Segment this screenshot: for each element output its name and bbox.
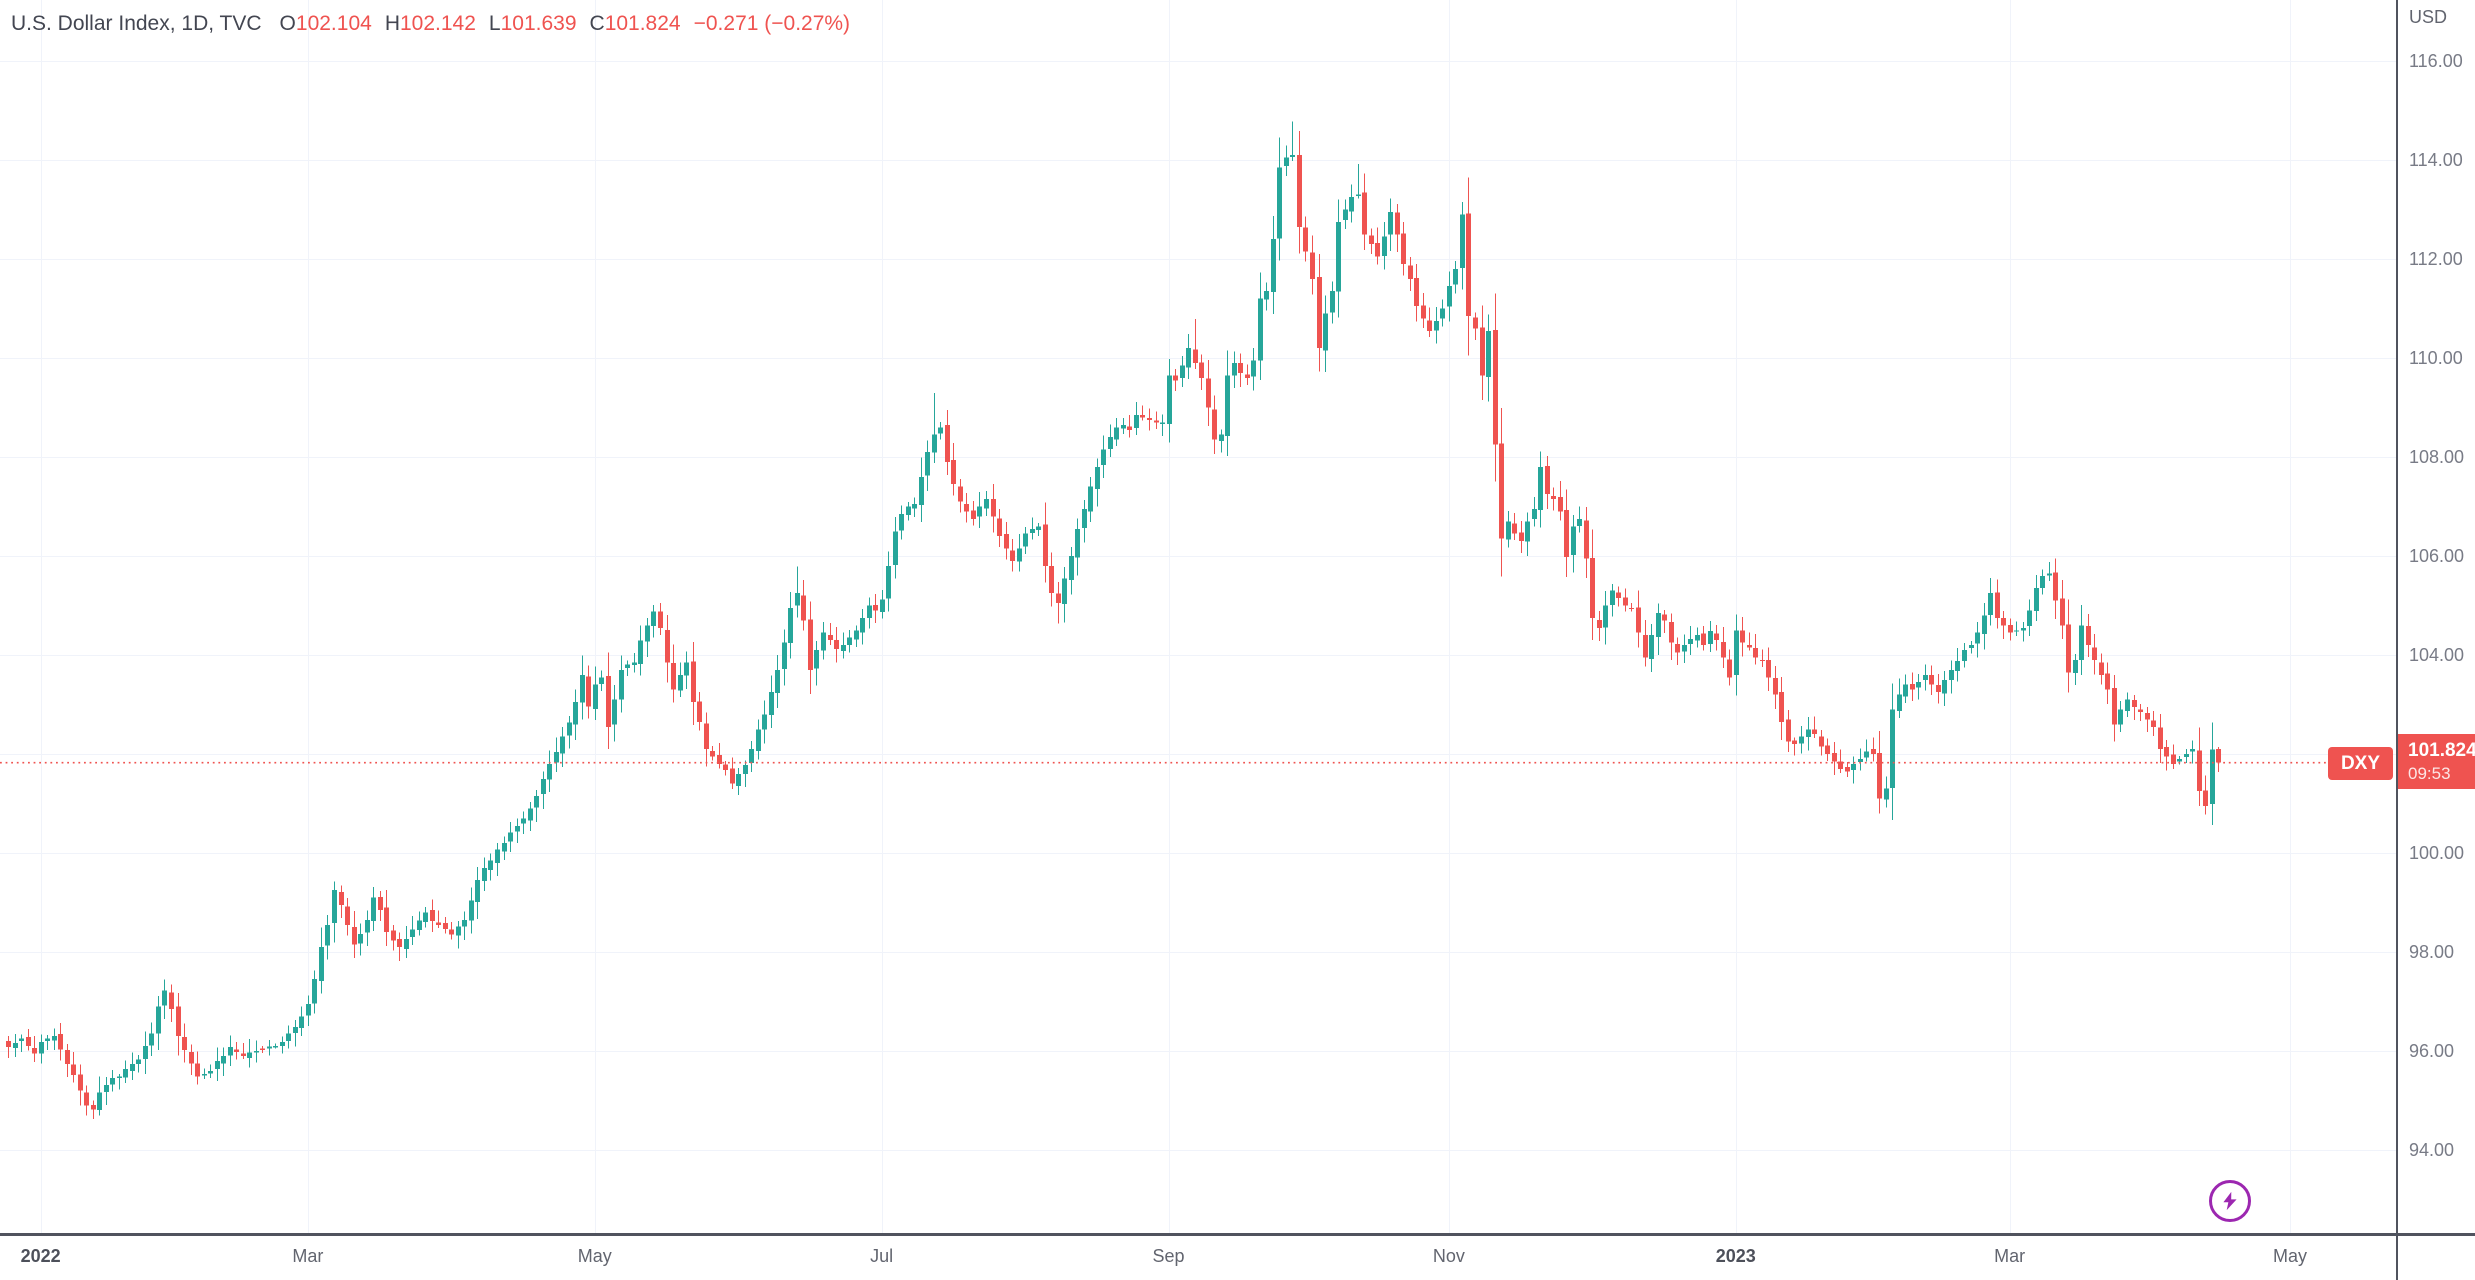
lightning-icon <box>2223 1191 2237 1211</box>
price-tick-label: 114.00 <box>2409 150 2463 170</box>
price-tick-label: 112.00 <box>2409 249 2463 269</box>
price-tick-label: 108.00 <box>2409 447 2465 467</box>
symbol-title[interactable]: U.S. Dollar Index, 1D, TVC <box>11 12 262 35</box>
price-chart-pane[interactable] <box>0 0 2396 1233</box>
currency-label: USD <box>2409 7 2448 27</box>
last-price-badge: 101.824 09:53 <box>2396 733 2475 789</box>
price-tick-label: 110.00 <box>2409 348 2463 368</box>
price-tick-label: 106.00 <box>2409 546 2465 566</box>
time-tick-label: Nov <box>1432 1246 1465 1266</box>
quick-trade-button[interactable] <box>2209 1180 2251 1222</box>
price-axis-separator <box>2396 0 2398 1280</box>
time-tick-label: Sep <box>1152 1246 1185 1266</box>
open-value: O102.104 <box>279 12 372 35</box>
price-tick-label: 98.00 <box>2409 942 2455 962</box>
price-axis[interactable]: USD 116.00 114.00 112.00 110.00 108.00 106.00… <box>2396 0 2475 1233</box>
price-tick-label: 100.00 <box>2409 843 2465 863</box>
chart-legend: U.S. Dollar Index, 1D, TVC O102.104 H102.1… <box>11 12 850 36</box>
time-tick-label: May <box>577 1246 612 1266</box>
price-tick-label: 94.00 <box>2409 1140 2455 1160</box>
close-value: C101.824 <box>589 12 681 35</box>
price-tick-label: 116.00 <box>2409 51 2463 71</box>
price-tick-label: 104.00 <box>2409 645 2465 665</box>
time-tick-label: 2022 <box>20 1246 61 1266</box>
time-tick-label: Mar <box>1994 1246 2026 1266</box>
time-tick-label: May <box>2272 1246 2308 1266</box>
time-tick-label: Jul <box>870 1246 894 1266</box>
last-price-value: 101.824 <box>2408 739 2475 761</box>
price-tick-label: 96.00 <box>2409 1041 2455 1061</box>
time-tick-label: Mar <box>292 1246 324 1266</box>
high-value: H102.142 <box>384 12 476 35</box>
time-axis[interactable]: 2022 Mar May Jul Sep Nov 2023 Mar May <box>0 1233 2475 1280</box>
change-value: −0.271 (−0.27%) <box>693 12 851 35</box>
time-tick-label: 2023 <box>1715 1246 1756 1266</box>
low-value: L101.639 <box>488 12 577 35</box>
bar-countdown: 09:53 <box>2408 763 2451 783</box>
price-line-symbol-badge: DXY <box>2328 746 2393 780</box>
